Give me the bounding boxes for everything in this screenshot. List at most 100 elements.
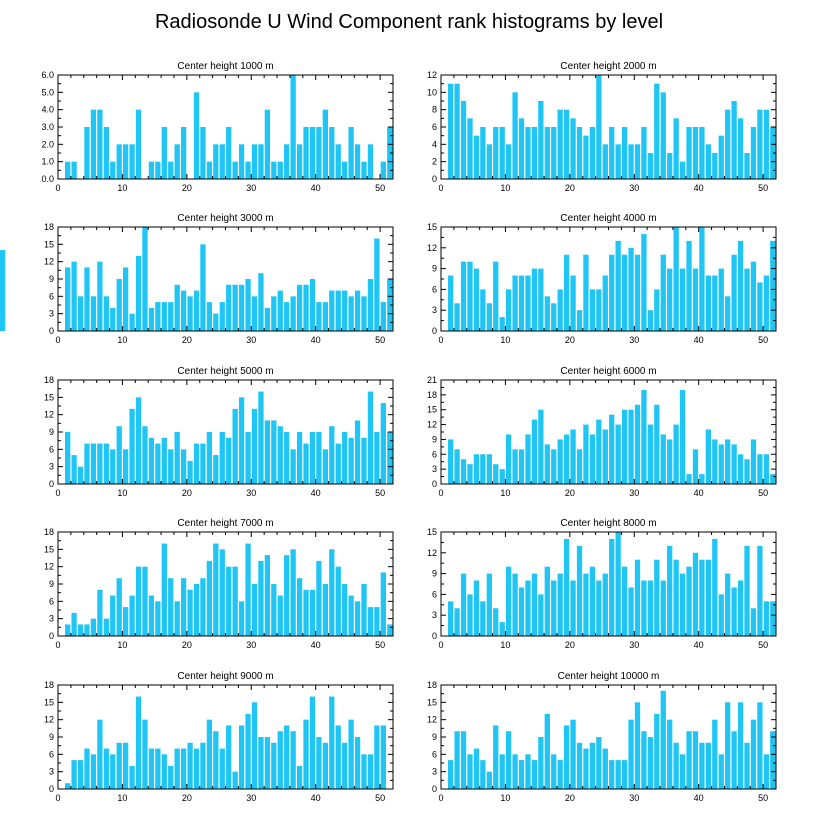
bar (621, 566, 628, 636)
y-tick-label: 0 (49, 631, 54, 641)
bar (454, 731, 460, 789)
bar (206, 560, 213, 636)
bar (486, 144, 492, 179)
x-tick-label: 30 (629, 793, 639, 803)
bar (518, 449, 525, 484)
bar (65, 624, 71, 636)
bar (628, 247, 634, 331)
bar (155, 161, 161, 179)
bar (226, 437, 232, 484)
bar (460, 101, 467, 179)
y-tick-label: 6 (49, 749, 54, 759)
bar (335, 144, 341, 179)
bar (737, 240, 744, 331)
x-tick-label: 50 (758, 640, 768, 650)
bar (116, 279, 122, 331)
bar (335, 725, 341, 789)
x-tick-label: 0 (55, 183, 60, 193)
bar (348, 437, 354, 484)
bar (103, 443, 109, 484)
y-tick-label: 15 (44, 392, 54, 402)
bar (518, 275, 525, 331)
bar (770, 127, 776, 179)
bar (699, 227, 705, 331)
bar (750, 439, 757, 484)
bar (110, 449, 116, 484)
bar (90, 443, 97, 484)
bar (296, 432, 303, 484)
x-tick-label: 30 (629, 183, 639, 193)
x-tick-label: 20 (182, 335, 192, 345)
bar (621, 760, 628, 789)
bar (0, 250, 6, 331)
bar (493, 464, 499, 484)
y-tick-label: 18 (44, 680, 54, 690)
bar (596, 419, 602, 484)
y-tick-label: 15 (427, 527, 437, 537)
panel-title: Center height 4000 m (560, 213, 656, 224)
bar (168, 765, 174, 789)
bar (284, 302, 290, 331)
y-tick-label: 18 (44, 222, 54, 232)
bar (609, 254, 615, 331)
bar (770, 240, 776, 331)
bar (135, 397, 142, 484)
bar (219, 144, 225, 179)
x-tick-label: 50 (375, 793, 385, 803)
bar (264, 420, 271, 484)
y-tick-label: 1.0 (41, 157, 54, 167)
bar (512, 573, 518, 636)
bar (750, 127, 757, 179)
bar (737, 702, 744, 789)
bar (679, 573, 686, 636)
bar (335, 566, 341, 636)
bar (97, 261, 103, 331)
bar (245, 543, 251, 636)
bar (277, 595, 283, 636)
bar (367, 144, 374, 179)
bar (161, 437, 167, 484)
bar (354, 601, 361, 636)
bar (731, 254, 737, 331)
bar (367, 607, 374, 636)
bar (71, 261, 77, 331)
bar (563, 254, 570, 331)
bar (473, 580, 480, 636)
bar (123, 144, 129, 179)
bar (499, 127, 505, 179)
bar (348, 595, 354, 636)
y-tick-label: 9 (49, 732, 54, 742)
x-tick-label: 50 (758, 335, 768, 345)
bar (309, 589, 316, 636)
bar (77, 624, 84, 636)
bar (667, 719, 673, 789)
bar (673, 742, 679, 789)
bar (570, 429, 576, 484)
panel-title: Center height 8000 m (560, 518, 656, 529)
bar (174, 432, 180, 484)
bar (737, 454, 744, 484)
bar (168, 161, 174, 179)
y-tick-label: 15 (427, 697, 437, 707)
bar (168, 578, 174, 636)
x-tick-label: 0 (438, 183, 443, 193)
bar (557, 760, 563, 789)
bar (499, 317, 505, 331)
bar (602, 144, 608, 179)
bar (155, 443, 161, 484)
bar (686, 731, 692, 789)
y-tick-label: 3 (49, 462, 54, 472)
bar (103, 296, 109, 331)
bar (634, 144, 641, 179)
y-tick-label: 21 (427, 375, 437, 385)
bar (316, 302, 322, 331)
bar (374, 607, 380, 636)
bar (110, 754, 116, 789)
bar (609, 538, 615, 636)
bar (731, 731, 737, 789)
bar (609, 414, 615, 484)
bar (219, 748, 225, 789)
bar (448, 275, 454, 331)
bar (551, 580, 557, 636)
